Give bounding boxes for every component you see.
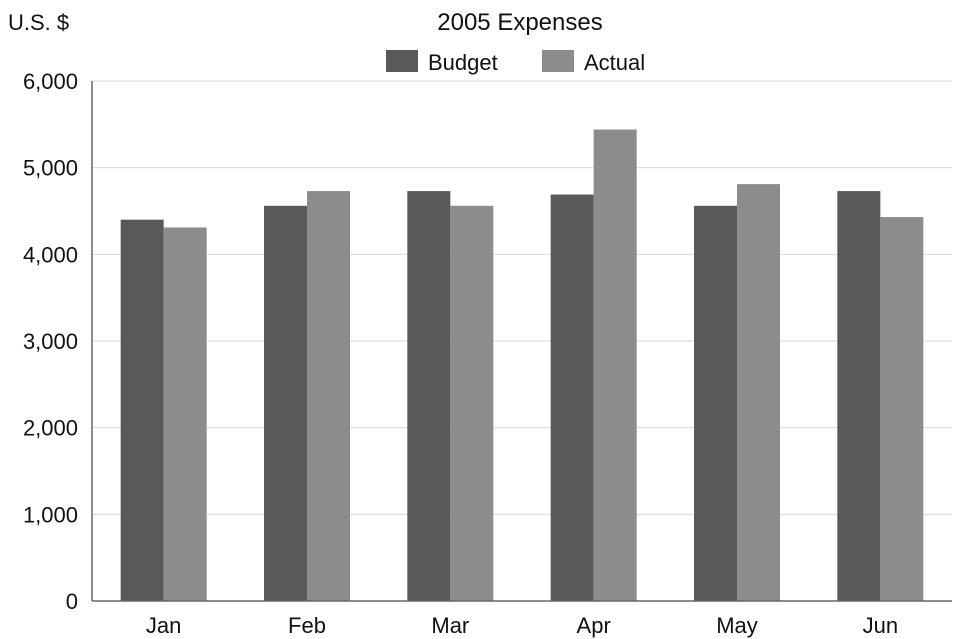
y-ticks: 0 1,000 2,000 3,000 4,000 5,000 6,000: [23, 69, 78, 614]
bar-actual: [593, 129, 637, 602]
chart-title: 2005 Expenses: [437, 9, 602, 36]
bar-budget: [837, 191, 881, 602]
y-tick-label: 1,000: [23, 502, 78, 527]
x-tick-label: Apr: [577, 613, 611, 638]
bar-budget: [407, 191, 451, 602]
bar-budget: [694, 205, 737, 602]
bar-actual: [163, 227, 207, 601]
x-tick-label: Mar: [431, 613, 469, 638]
y-tick-label: 6,000: [23, 69, 78, 94]
y-axis-unit-label: U.S. $: [8, 10, 69, 35]
legend-label-actual: Actual: [584, 50, 645, 75]
bar-actual: [880, 217, 924, 602]
legend-label-budget: Budget: [428, 50, 498, 75]
bar-actual: [450, 205, 494, 602]
bar-budget: [120, 219, 164, 601]
bars: [120, 129, 924, 602]
bar-budget: [550, 194, 594, 602]
y-tick-label: 3,000: [23, 329, 78, 354]
legend-swatch-actual: [542, 50, 574, 72]
y-tick-label: 4,000: [23, 242, 78, 267]
bar-actual: [737, 184, 780, 601]
x-ticks: Jan Feb Mar Apr May Jun: [146, 613, 898, 638]
bar-actual: [307, 191, 350, 602]
y-tick-label: 0: [66, 589, 78, 614]
y-tick-label: 5,000: [23, 156, 78, 181]
y-tick-label: 2,000: [23, 416, 78, 441]
gridlines: [92, 80, 952, 515]
x-tick-label: Feb: [288, 613, 326, 638]
bar-budget: [264, 205, 307, 602]
axes: [91, 81, 952, 602]
x-tick-label: May: [716, 613, 758, 638]
legend-swatch-budget: [386, 50, 418, 72]
x-tick-label: Jun: [863, 613, 898, 638]
x-tick-label: Jan: [146, 613, 181, 638]
legend: Budget Actual: [386, 50, 645, 75]
